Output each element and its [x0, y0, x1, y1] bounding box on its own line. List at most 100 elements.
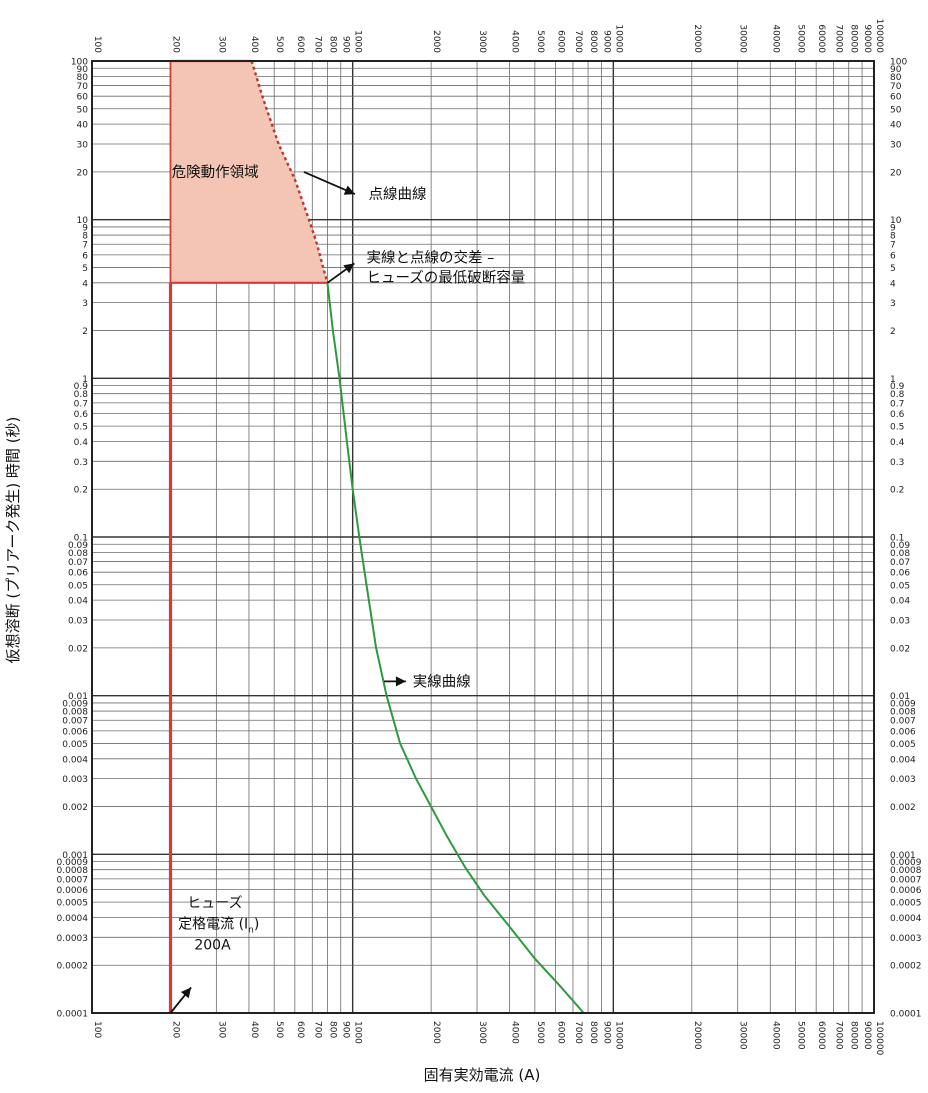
y-tick-label-right: 70 — [890, 82, 902, 92]
rated-current-arrow-head — [180, 987, 192, 999]
rated-current-close-paren: ) — [254, 916, 259, 932]
y-tick-label-right: 0.1 — [890, 534, 904, 544]
y-tick-label-left: 0.6 — [74, 410, 89, 420]
y-tick-label-left: 0.7 — [74, 399, 88, 409]
y-tick-label-left: 80 — [77, 73, 89, 83]
y-tick-label-right: 0.0006 — [890, 886, 922, 896]
y-tick-label-left: 0.02 — [68, 644, 88, 654]
curves — [168, 60, 585, 1014]
x-tick-label-bottom: 800 — [327, 1021, 337, 1038]
y-tick-label-right: 0.2 — [890, 486, 904, 496]
y-tick-label-left: 0.3 — [74, 458, 88, 468]
cross-point-label-line2: ヒューズの最低破断容量 — [367, 270, 526, 287]
x-tick-label-top: 2000 — [431, 30, 441, 53]
y-tick-label-right: 0.03 — [890, 616, 910, 626]
rated-current-subscript: n — [248, 925, 254, 935]
x-tick-label-top: 700 — [312, 36, 322, 53]
y-tick-label-right: 0.07 — [890, 558, 910, 568]
x-tick-label-bottom: 300 — [216, 1021, 226, 1038]
x-tick-label-bottom: 60000 — [816, 1021, 826, 1050]
plot-frame — [91, 60, 875, 1014]
x-tick-label-top: 60000 — [816, 24, 826, 53]
rated-current-label-line2: 定格電流 (In) — [178, 916, 259, 935]
x-tick-label-bottom: 80000 — [849, 1021, 859, 1050]
solid-curve-label: 実線曲線 — [413, 673, 471, 690]
y-tick-label-left: 3 — [82, 299, 88, 309]
y-tick-label-left: 0.01 — [68, 692, 88, 702]
x-tick-label-bottom: 3000 — [477, 1021, 487, 1044]
y-tick-label-right: 0.008 — [890, 708, 916, 718]
x-tick-label-bottom: 500 — [274, 1021, 284, 1038]
y-tick-label-right: 0.09 — [890, 541, 910, 551]
y-tick-label-right: 0.7 — [890, 399, 904, 409]
y-tick-label-right: 0.4 — [890, 438, 905, 448]
y-tick-label-right: 0.009 — [890, 699, 916, 709]
y-tick-label-left: 0.0004 — [57, 914, 89, 924]
y-tick-label-left: 0.004 — [62, 755, 88, 765]
y-tick-label-left: 60 — [77, 93, 89, 103]
y-tick-label-left: 2 — [82, 327, 88, 337]
x-tick-label-bottom: 70000 — [834, 1021, 844, 1050]
y-tick-label-right: 0.0009 — [890, 858, 922, 868]
x-tick-label-bottom: 5000 — [535, 1021, 545, 1044]
y-tick-label-left: 0.006 — [62, 727, 88, 737]
x-tick-label-top: 100000 — [874, 19, 884, 54]
danger-region-label: 危険動作領域 — [172, 164, 259, 181]
y-tick-label-left: 0.0008 — [57, 866, 89, 876]
y-tick-label-right: 7 — [890, 241, 896, 251]
y-tick-label-left: 6 — [82, 251, 88, 261]
y-tick-label-right: 8 — [890, 232, 896, 242]
y-tick-label-right: 0.6 — [890, 410, 905, 420]
x-tick-label-top: 300 — [216, 36, 226, 53]
y-tick-label-right: 0.006 — [890, 727, 916, 737]
x-tick-label-bottom: 900 — [341, 1021, 351, 1038]
y-tick-label-left: 0.008 — [62, 708, 88, 718]
y-tick-label-left: 0.001 — [62, 851, 88, 861]
x-tick-label-top: 10000 — [613, 24, 623, 53]
x-tick-label-bottom: 100000 — [874, 1021, 884, 1056]
y-tick-label-left: 0.07 — [68, 558, 88, 568]
y-tick-label-left: 9 — [82, 223, 88, 233]
y-tick-label-right: 0.08 — [890, 549, 910, 559]
y-tick-label-left: 0.03 — [68, 616, 88, 626]
solid-curve-arrow-head — [395, 676, 406, 687]
dotted-curve-label: 点線曲線 — [368, 186, 426, 203]
x-tick-label-bottom: 40000 — [770, 1021, 780, 1050]
y-tick-label-left: 10 — [77, 216, 89, 226]
y-tick-label-right: 4 — [890, 279, 896, 289]
y-tick-label-right: 100 — [890, 58, 907, 68]
x-tick-label-top: 8000 — [588, 30, 598, 53]
y-tick-label-right: 0.9 — [890, 382, 905, 392]
y-tick-label-left: 0.009 — [62, 699, 88, 709]
annotation-arrows — [169, 171, 406, 1014]
x-tick-label-bottom: 400 — [249, 1021, 259, 1038]
x-tick-label-top: 9000 — [601, 30, 611, 53]
y-tick-label-right: 0.01 — [890, 692, 910, 702]
y-tick-label-right: 3 — [890, 299, 896, 309]
y-tick-label-left: 0.08 — [68, 549, 88, 559]
y-tick-label-right: 50 — [890, 105, 902, 115]
y-tick-label-left: 0.0003 — [57, 934, 89, 944]
y-tick-label-right: 2 — [890, 327, 896, 337]
y-tick-label-left: 0.0009 — [57, 858, 89, 868]
y-tick-label-left: 100 — [71, 58, 88, 68]
y-tick-label-right: 0.0003 — [890, 934, 922, 944]
x-tick-label-bottom: 6000 — [556, 1021, 566, 1044]
x-tick-label-top: 100 — [92, 36, 102, 53]
x-tick-label-bottom: 10000 — [613, 1021, 623, 1050]
y-tick-label-right: 0.05 — [890, 581, 910, 591]
y-tick-label-left: 0.05 — [68, 581, 88, 591]
x-tick-label-top: 50000 — [796, 24, 806, 53]
y-axis-label: 仮想溶断 (プリアーク発生) 時間 (秒) — [4, 417, 22, 664]
y-tick-label-left: 90 — [77, 65, 89, 75]
y-tick-label-right: 1 — [890, 375, 896, 385]
rated-current-label-line1: ヒューズ — [187, 895, 242, 911]
y-tick-label-right: 0.004 — [890, 755, 916, 765]
y-tick-label-right: 0.001 — [890, 851, 916, 861]
x-tick-label-top: 30000 — [738, 24, 748, 53]
y-tick-label-right: 0.002 — [890, 803, 916, 813]
x-tick-label-top: 40000 — [770, 24, 780, 53]
y-tick-label-left: 0.4 — [74, 438, 89, 448]
